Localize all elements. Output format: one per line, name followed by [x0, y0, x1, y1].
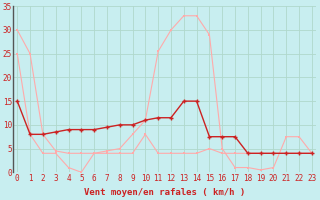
X-axis label: Vent moyen/en rafales ( km/h ): Vent moyen/en rafales ( km/h ) — [84, 188, 245, 197]
